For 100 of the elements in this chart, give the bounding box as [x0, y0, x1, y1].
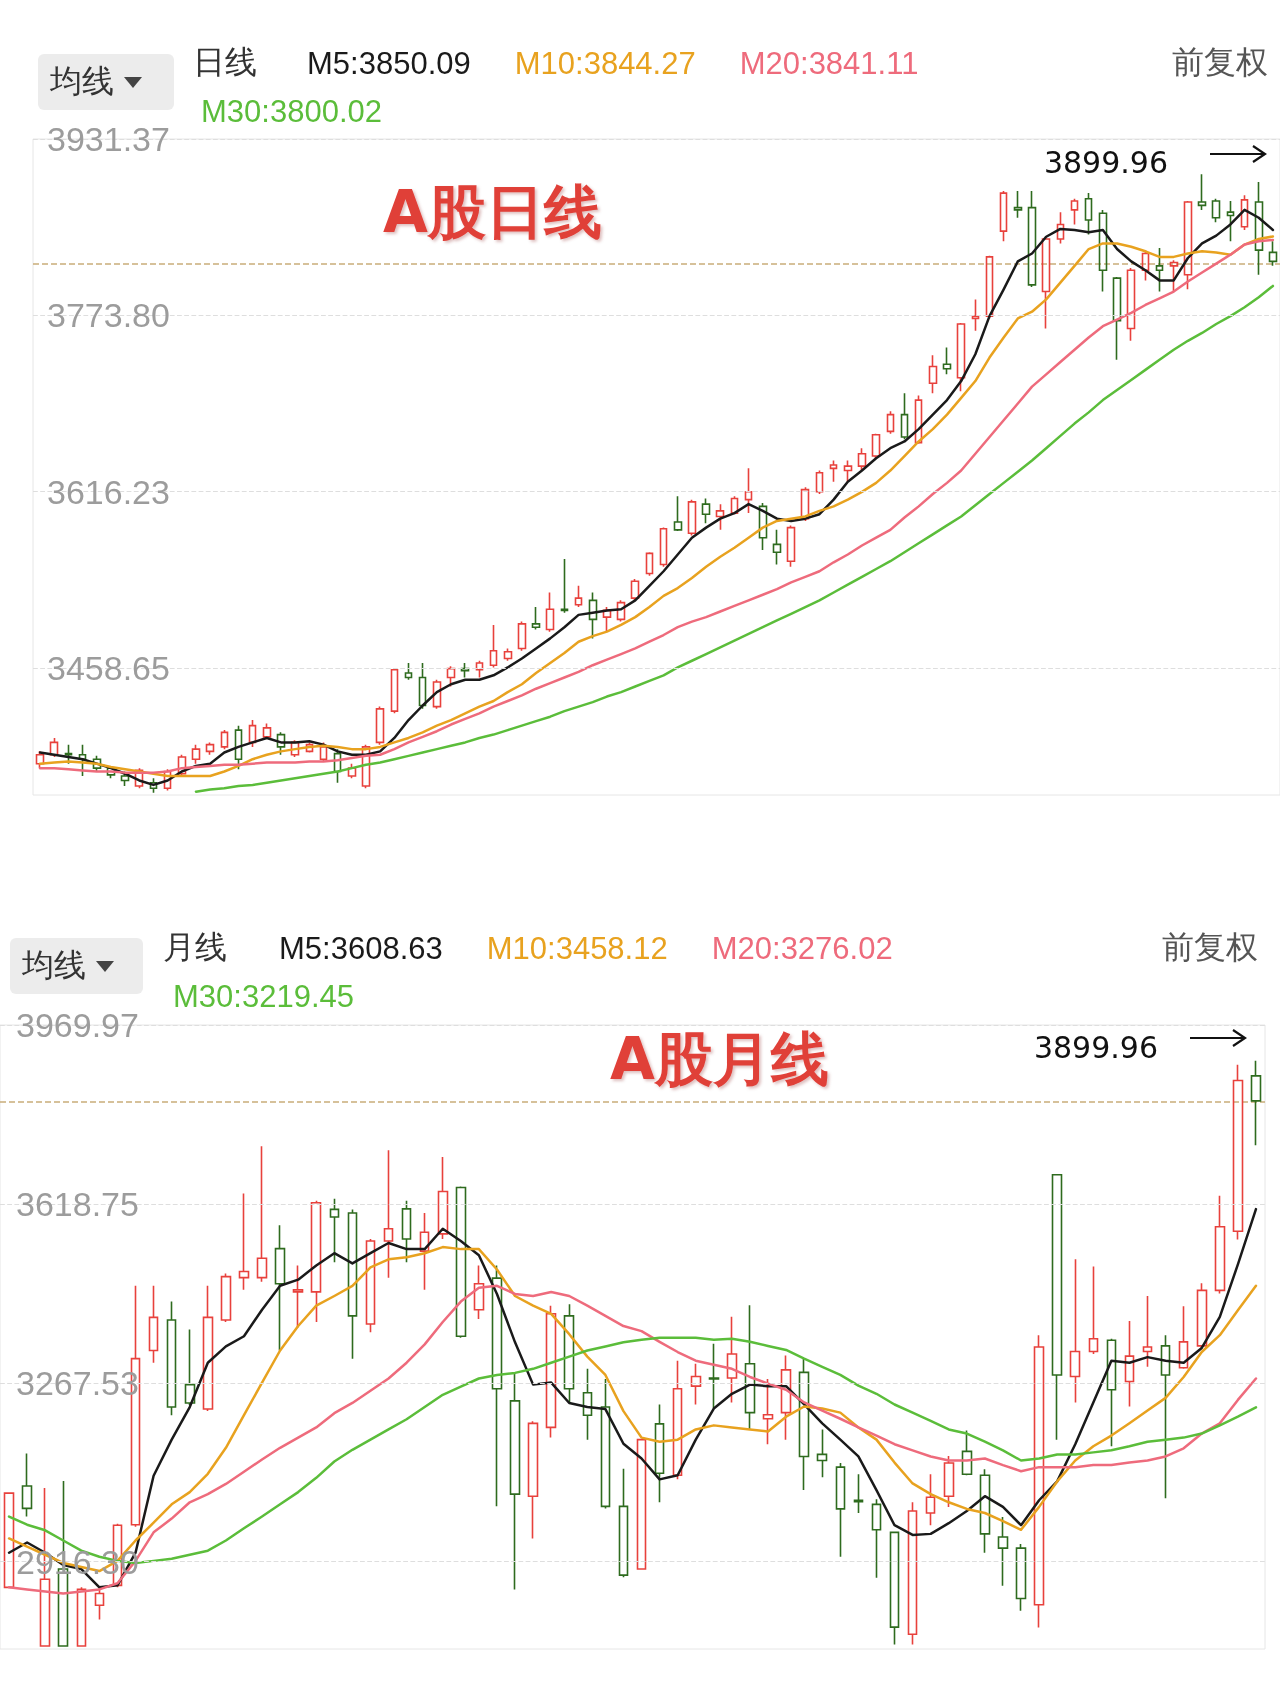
candlestick	[491, 1264, 503, 1508]
text: M30:3219.45	[173, 979, 354, 1014]
candlestick	[886, 410, 895, 435]
chart-subtitle: 日线	[193, 42, 257, 82]
candlestick	[234, 724, 243, 771]
candlestick	[1126, 267, 1136, 342]
candlestick	[1027, 190, 1037, 288]
candlestick	[1268, 240, 1278, 267]
text: M10:3458.12	[486, 931, 668, 966]
candlestick	[290, 739, 300, 758]
candlestick	[1211, 197, 1221, 223]
candlestick	[517, 620, 527, 652]
candlestick	[772, 529, 782, 566]
candlestick	[347, 1208, 358, 1360]
candlestick	[419, 1212, 430, 1291]
text: 前复权	[1162, 927, 1258, 967]
y-tick-label: 3616.23	[47, 472, 170, 511]
candlestick	[1196, 1282, 1208, 1349]
candlestick	[715, 503, 725, 531]
candlestick	[437, 1156, 449, 1240]
annotation: 3899.96	[1043, 144, 1168, 182]
candlestick	[961, 1429, 973, 1477]
candlestick	[1056, 211, 1065, 245]
candlestick	[690, 1362, 702, 1406]
candlestick	[390, 667, 399, 715]
candlestick	[1013, 190, 1023, 219]
candlestick	[907, 1501, 918, 1646]
candlestick	[582, 1368, 593, 1441]
candlestick	[1232, 1063, 1244, 1241]
text: M20:3841.11	[739, 46, 919, 81]
candlestick	[460, 662, 470, 679]
candlestick	[432, 678, 442, 710]
candlestick	[418, 662, 427, 710]
candlestick	[1088, 1265, 1099, 1355]
candlestick	[1178, 1305, 1189, 1370]
candlestick	[1160, 1334, 1171, 1500]
candlestick	[202, 1285, 214, 1412]
candlestick	[853, 1473, 864, 1514]
candlestick	[383, 1149, 394, 1279]
text: M5:3608.63	[279, 931, 443, 966]
text: 均线	[22, 945, 86, 986]
candlestick	[673, 495, 683, 532]
candlestick	[92, 755, 102, 773]
candlestick	[1106, 1337, 1117, 1448]
candlestick	[191, 743, 201, 765]
candlestick	[999, 190, 1008, 243]
candlestick	[1124, 1320, 1135, 1408]
candlestick	[1142, 1295, 1153, 1368]
candlestick	[616, 599, 626, 623]
y-tick-label: 3618.75	[16, 1184, 139, 1223]
candlestick	[687, 498, 697, 537]
candlestick	[1051, 1173, 1063, 1441]
candlestick	[262, 722, 272, 739]
candlestick	[600, 1378, 611, 1510]
candlestick	[744, 1304, 756, 1431]
candlestick	[205, 741, 215, 756]
candlestick	[636, 1438, 647, 1570]
candlestick	[1155, 247, 1164, 293]
candlestick	[248, 719, 257, 748]
candlestick	[3, 1492, 15, 1589]
candlestick	[659, 526, 668, 568]
candlestick	[871, 1498, 882, 1579]
candlestick	[163, 768, 172, 792]
text: M30:3800.02	[201, 94, 382, 129]
y-tick-label: 3931.37	[47, 120, 170, 158]
candlestick	[816, 1428, 828, 1479]
candlestick	[956, 322, 966, 392]
candlestick	[21, 1452, 33, 1518]
candlestick	[365, 1238, 376, 1333]
candlestick	[654, 1403, 665, 1504]
candlestick	[220, 729, 229, 750]
candlestick	[708, 1343, 720, 1410]
text: 均线	[50, 61, 114, 102]
candlestick	[375, 705, 385, 746]
candlestick	[149, 777, 158, 794]
candlestick	[701, 497, 711, 524]
candlestick	[786, 524, 796, 568]
candlestick	[925, 1473, 936, 1527]
candlestick	[843, 459, 853, 483]
candlestick	[76, 1586, 87, 1647]
candlestick	[889, 1531, 900, 1646]
text: M20:3276.02	[711, 931, 893, 966]
chart-title: A股月线	[610, 1025, 829, 1093]
candlestick	[527, 1420, 539, 1540]
candlestick	[64, 743, 73, 765]
candlestick	[1254, 181, 1264, 276]
candlestick	[333, 748, 342, 784]
y-tick-label: 3458.65	[47, 648, 170, 687]
candlestick	[404, 662, 413, 681]
line-series	[7, 1284, 1258, 1595]
candlestick	[574, 584, 583, 608]
candlestick	[857, 447, 867, 472]
candlestick	[475, 659, 484, 679]
candlestick	[815, 469, 824, 495]
candlestick	[1214, 1194, 1226, 1295]
chart-subtitle: 月线	[163, 927, 227, 967]
candlestick	[238, 1192, 250, 1291]
candlestick	[319, 741, 328, 763]
candlestick	[979, 1468, 991, 1554]
candlestick	[618, 1467, 629, 1578]
